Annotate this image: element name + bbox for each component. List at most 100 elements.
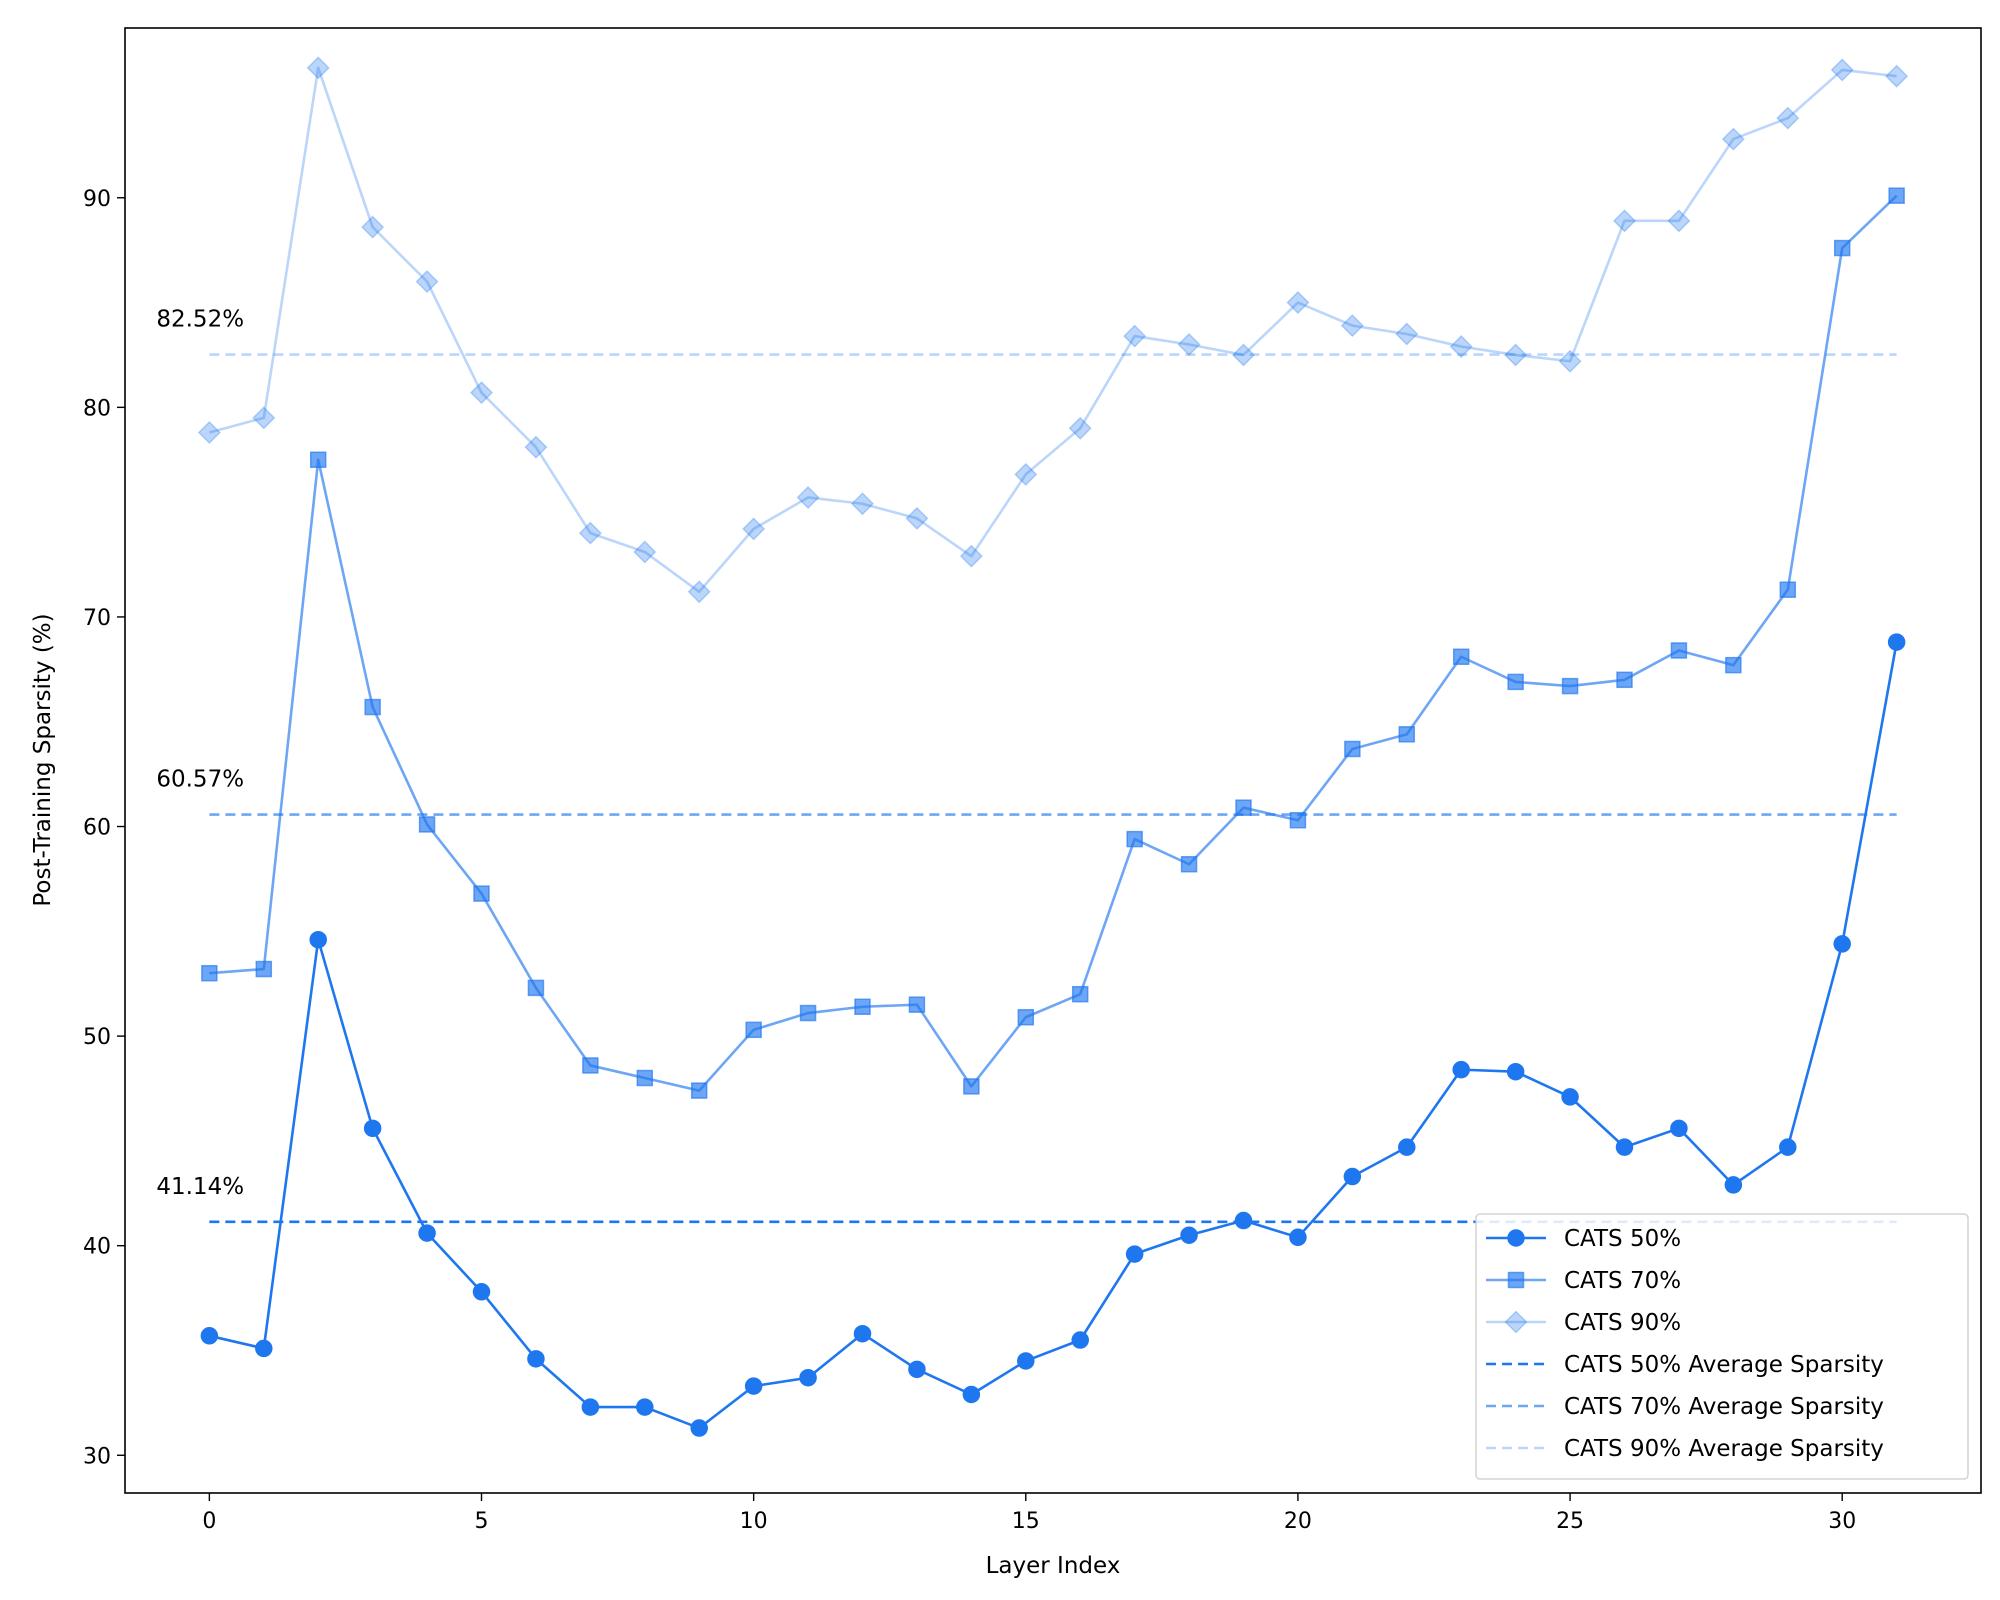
- x-axis: 0 5 10 15 20 25 30: [202, 1493, 1856, 1534]
- data-point: [1449, 335, 1473, 359]
- data-point: [1343, 1167, 1362, 1186]
- legend-label: CATS 90%: [1564, 1310, 1681, 1336]
- data-point: [1612, 209, 1637, 233]
- data-point: [1833, 935, 1851, 953]
- data-point: [309, 451, 327, 468]
- data-point: [255, 960, 273, 978]
- x-tick-label: 30: [1828, 1509, 1856, 1534]
- series-group: [197, 56, 1909, 1437]
- data-point: [799, 1368, 817, 1387]
- data-point: [1561, 1088, 1579, 1106]
- data-point: [1616, 671, 1633, 689]
- data-point: [963, 1078, 980, 1095]
- data-point: [581, 1398, 600, 1416]
- y-tick-label: 60: [83, 816, 111, 841]
- data-point: [1014, 462, 1038, 486]
- data-point: [744, 1377, 763, 1395]
- data-point: [527, 1350, 545, 1368]
- y-tick-label: 70: [83, 606, 111, 631]
- data-point: [908, 1360, 926, 1379]
- x-tick-label: 25: [1556, 1509, 1584, 1534]
- data-point: [1071, 985, 1089, 1003]
- x-tick-label: 5: [475, 1509, 489, 1534]
- legend-label: CATS 90% Average Sparsity: [1564, 1436, 1884, 1462]
- legend-label: CATS 70%: [1564, 1268, 1681, 1294]
- series: [197, 56, 1909, 604]
- legend-marker: [1504, 1310, 1528, 1334]
- data-point: [1234, 1211, 1253, 1230]
- legend-label: CATS 70% Average Sparsity: [1564, 1394, 1884, 1420]
- data-point: [690, 1082, 708, 1099]
- average-lines: 41.14% 60.57% 82.52%: [156, 307, 1897, 1224]
- data-point: [527, 979, 545, 997]
- data-point: [200, 1327, 219, 1345]
- data-point: [1180, 855, 1198, 873]
- data-point: [853, 1324, 872, 1343]
- data-point: [1452, 648, 1470, 666]
- data-point: [687, 580, 711, 604]
- data-point: [252, 406, 276, 430]
- y-tick-label: 50: [83, 1025, 111, 1050]
- data-point: [854, 998, 871, 1016]
- data-point: [473, 885, 490, 902]
- data-point: [1504, 343, 1528, 367]
- data-point: [1558, 349, 1582, 373]
- data-point: [908, 996, 926, 1013]
- y-tick-label: 40: [83, 1235, 111, 1260]
- x-tick-label: 15: [1012, 1509, 1040, 1534]
- average-label: 41.14%: [156, 1174, 244, 1200]
- data-point: [742, 517, 766, 541]
- data-point: [255, 1339, 273, 1358]
- data-point: [1452, 1060, 1470, 1079]
- data-point: [1126, 830, 1143, 848]
- data-point: [1830, 58, 1854, 82]
- data-point: [905, 506, 929, 530]
- data-point: [1724, 1176, 1743, 1194]
- data-point: [1725, 656, 1742, 674]
- data-point: [1670, 642, 1688, 659]
- data-point: [1289, 1228, 1307, 1247]
- data-point: [1180, 1226, 1198, 1244]
- data-point: [962, 1385, 981, 1404]
- data-point: [1235, 799, 1252, 816]
- y-tick-label: 90: [83, 187, 111, 212]
- data-point: [1776, 106, 1800, 130]
- data-point: [1344, 740, 1361, 758]
- data-point: [633, 540, 657, 564]
- data-point: [201, 964, 218, 982]
- data-point: [197, 420, 221, 445]
- data-point: [418, 816, 436, 833]
- x-tick-label: 0: [202, 1509, 216, 1534]
- data-point: [524, 435, 548, 459]
- legend-marker: [1507, 1271, 1525, 1289]
- data-point: [1395, 322, 1419, 346]
- y-tick-label: 80: [83, 396, 111, 421]
- average-label: 82.52%: [156, 307, 244, 333]
- x-tick-label: 10: [740, 1509, 768, 1534]
- data-point: [959, 544, 983, 568]
- data-point: [1887, 633, 1906, 651]
- data-point: [1017, 1352, 1035, 1370]
- series-line: [209, 194, 1898, 1092]
- data-point: [1833, 239, 1851, 257]
- data-point: [1340, 314, 1364, 338]
- x-tick-label: 20: [1284, 1509, 1312, 1534]
- data-point: [1667, 209, 1691, 233]
- data-point: [636, 1398, 654, 1416]
- data-point: [1779, 1138, 1797, 1156]
- data-point: [361, 215, 385, 239]
- data-point: [1506, 1062, 1525, 1081]
- data-point: [1670, 1119, 1688, 1138]
- data-point: [364, 698, 381, 716]
- data-point: [1125, 1245, 1144, 1263]
- data-point: [1068, 416, 1092, 440]
- data-point: [1888, 187, 1905, 204]
- legend: CATS 50% CATS 70% CATS 90% CATS 50% Average…: [1475, 1213, 1969, 1480]
- legend-marker: [1507, 1229, 1525, 1247]
- data-point: [415, 270, 439, 294]
- data-point: [306, 56, 330, 80]
- data-point: [1885, 64, 1909, 88]
- y-axis-label: Post-Training Sparsity (%): [30, 613, 56, 906]
- x-axis-label: Layer Index: [986, 1553, 1121, 1579]
